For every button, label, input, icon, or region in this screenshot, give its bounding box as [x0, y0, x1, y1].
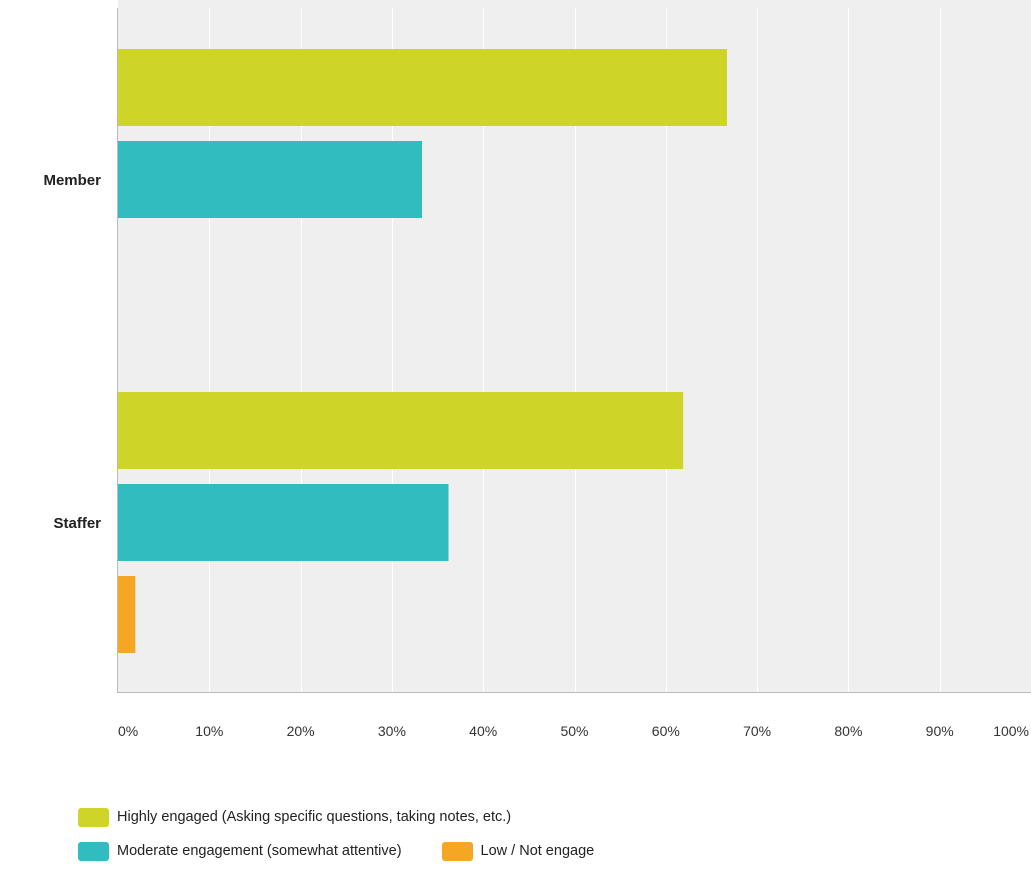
bar-staffer-moderate-engagement — [118, 484, 449, 561]
legend-label-moderate-engagement: Moderate engagement (somewhat attentive) — [117, 843, 402, 859]
x-tick-label: 100% — [993, 723, 1029, 739]
x-tick-label: 60% — [652, 723, 680, 739]
x-tick-label: 40% — [469, 723, 497, 739]
legend-label-highly-engaged: Highly engaged (Asking specific question… — [117, 809, 512, 825]
legend-swatch-low-engagement — [441, 841, 473, 861]
bar-staffer-highly-engaged — [118, 392, 684, 469]
legend-item-moderate-engagement: Moderate engagement (somewhat attentive) — [78, 841, 402, 861]
legend-item-low-engagement: Low / Not engage — [441, 841, 595, 861]
legend-swatch-highly-engaged — [78, 807, 109, 827]
bar-member-highly-engaged — [118, 49, 727, 126]
x-tick-label: 70% — [743, 723, 771, 739]
x-tick-label: 50% — [560, 723, 588, 739]
legend-swatch-moderate-engagement — [78, 841, 109, 861]
category-labels: Member Staffer — [43, 172, 101, 532]
legend-label-low-engagement: Low / Not engage — [480, 843, 595, 859]
bar-staffer-low-engagement — [118, 576, 136, 653]
x-tick-labels: 0% 10% 20% 30% 40% 50% 60% 70% 80% 90% 100% — [118, 723, 1029, 739]
category-label-member: Member — [43, 172, 101, 189]
category-label-staffer: Staffer — [53, 515, 101, 532]
bar-member-moderate-engagement — [118, 141, 423, 218]
bar-chart: Member Staffer 0% 10% 20% 30% 40% 50% 60% 70% 80%… — [43, 0, 1031, 739]
x-tick-label: 80% — [834, 723, 862, 739]
x-tick-label: 10% — [195, 723, 223, 739]
legend-item-highly-engaged: Highly engaged (Asking specific question… — [78, 807, 512, 827]
x-tick-label: 20% — [287, 723, 315, 739]
x-tick-label: 30% — [378, 723, 406, 739]
bars — [118, 49, 727, 653]
x-tick-label: 0% — [118, 723, 138, 739]
legend-row-1: Highly engaged (Asking specific question… — [78, 806, 634, 828]
x-tick-label: 90% — [926, 723, 954, 739]
legend: Highly engaged (Asking specific question… — [78, 806, 634, 874]
legend-row-2: Moderate engagement (somewhat attentive)… — [78, 840, 634, 862]
